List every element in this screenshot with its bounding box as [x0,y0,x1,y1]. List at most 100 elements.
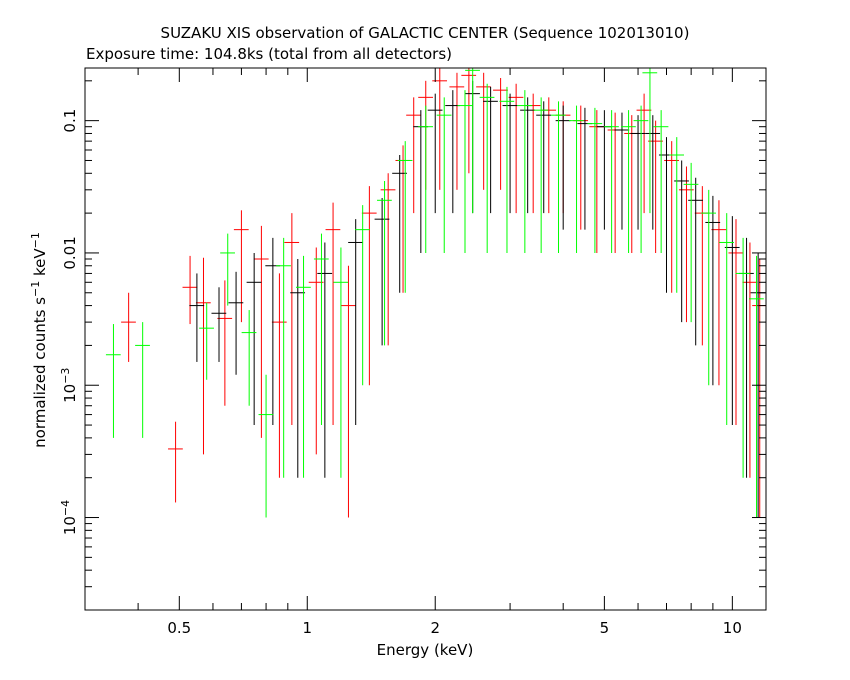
data-point [105,324,121,438]
y-tick-label: 0.01 [61,236,79,269]
data-point [211,287,227,362]
data-point [614,112,630,230]
data-point [168,421,183,503]
data-point [461,68,477,174]
data-point [276,237,291,478]
data-point [555,105,571,230]
x-tick-label: 2 [430,619,440,637]
data-point [241,310,257,406]
data-point [284,213,300,426]
data-point [705,195,721,386]
data-point [573,105,589,230]
data-point [340,265,356,518]
data-point [317,242,333,478]
data-point [445,90,461,214]
y-axis-label-main: normalized counts s [31,297,49,448]
x-tick-label: 5 [600,619,610,637]
data-point [728,219,744,426]
chart-title: SUZAKU XIS observation of GALACTIC CENTE… [161,24,690,42]
data-point [220,233,235,306]
x-tick-label: 0.5 [167,619,191,637]
x-tick-labels: 0.5 1 2 5 10 [167,619,742,637]
data-point [748,255,764,518]
data-point [135,322,150,438]
plot-frame [84,67,767,611]
data-point [325,202,341,426]
data-point [752,258,766,518]
data-point [633,105,649,253]
data-point [380,173,396,346]
data-point [476,72,491,190]
data-point [683,162,699,323]
data-point [377,180,392,346]
data-point [436,97,452,253]
data-point [483,86,498,214]
data-point [217,280,233,406]
data-point [587,107,603,253]
data-point [508,83,524,214]
data-point [735,237,751,478]
data-point [742,242,758,478]
data-point [189,273,205,362]
data-point [374,198,390,346]
data-point [701,189,716,386]
data-point [550,101,566,253]
data-point [449,72,465,190]
y-tick-label: 0.1 [61,109,79,133]
y-tick-labels: 0.1 0.01 10−3 10−4 [59,109,79,535]
data-point [361,186,377,386]
y-axis-label: normalized counts s−1 keV−1 [29,232,49,448]
data-point [465,68,480,214]
data-point [479,83,495,253]
data-point [621,110,636,253]
data-point [517,90,533,253]
data-point [724,216,740,426]
data-point [688,177,703,346]
data-point [253,225,269,438]
data-point [493,78,508,190]
data-point [577,107,593,230]
data-point [624,115,640,253]
data-point [432,68,448,190]
data-point [630,115,646,230]
data-point [406,97,421,214]
data-point [233,210,249,323]
data-point [636,93,652,214]
data-point [502,93,518,214]
data-point [645,115,661,230]
data-point [355,205,370,386]
data-point [653,110,669,253]
data-point [604,110,619,253]
data-point [607,112,623,253]
chart-subtitle: Exposure time: 104.8ks (total from all d… [86,45,452,63]
y-axis-label-mid: keV [31,248,49,281]
y-tick-label: 10−3 [59,368,79,403]
data-point [589,110,605,253]
data-point [295,255,311,478]
y-axis-label-exp1: −1 [29,281,42,297]
data-point [228,271,244,375]
data-point [427,93,443,214]
y-tick-label: 10−4 [59,500,79,535]
data-point [271,273,287,478]
error-bars [105,68,766,518]
data-point [290,258,306,478]
data-point [313,233,329,426]
data-point [719,213,734,426]
data-point [195,257,211,455]
data-point [711,200,727,386]
x-tick-label: 10 [723,619,742,637]
data-point [333,247,349,478]
data-point [669,137,684,293]
data-point [418,105,433,253]
data-point [642,68,658,214]
data-point [457,90,473,253]
data-point [499,86,515,253]
data-point [397,141,413,293]
data-point [533,97,549,253]
data-point [182,255,198,325]
data-point [694,186,710,346]
data-point [596,110,612,230]
data-point [199,302,214,380]
